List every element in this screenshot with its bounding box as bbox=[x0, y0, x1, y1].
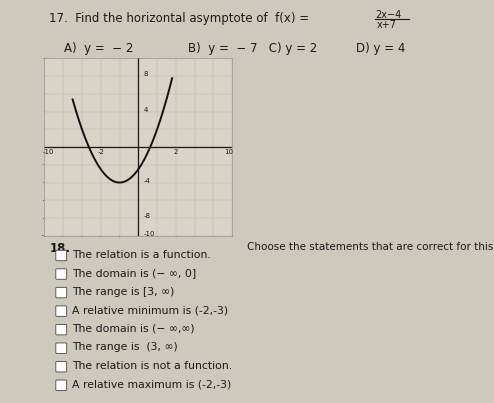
Text: The range is [3, ∞): The range is [3, ∞) bbox=[72, 287, 174, 297]
Text: D) y = 4: D) y = 4 bbox=[356, 42, 405, 55]
FancyBboxPatch shape bbox=[56, 380, 67, 391]
Text: x+7: x+7 bbox=[376, 20, 396, 30]
FancyBboxPatch shape bbox=[56, 361, 67, 372]
Text: 2x−4: 2x−4 bbox=[375, 10, 402, 20]
Text: 10: 10 bbox=[224, 149, 233, 155]
Text: -2: -2 bbox=[97, 149, 104, 155]
FancyBboxPatch shape bbox=[56, 269, 67, 279]
FancyBboxPatch shape bbox=[56, 306, 67, 316]
Text: B)  y =  − 7   C) y = 2: B) y = − 7 C) y = 2 bbox=[188, 42, 317, 55]
Text: A)  y =  − 2: A) y = − 2 bbox=[64, 42, 133, 55]
Text: Choose the statements that are correct for this graph.: Choose the statements that are correct f… bbox=[247, 242, 494, 252]
FancyBboxPatch shape bbox=[56, 250, 67, 261]
Text: -10: -10 bbox=[144, 231, 156, 237]
Text: The domain is (− ∞, 0]: The domain is (− ∞, 0] bbox=[72, 268, 196, 278]
Text: -10: -10 bbox=[42, 149, 54, 155]
Text: The relation is a function.: The relation is a function. bbox=[72, 250, 210, 260]
Text: 17.  Find the horizontal asymptote of  f(x) =: 17. Find the horizontal asymptote of f(x… bbox=[49, 12, 310, 25]
Text: The range is  (3, ∞): The range is (3, ∞) bbox=[72, 343, 177, 352]
Text: A relative minimum is (-2,-3): A relative minimum is (-2,-3) bbox=[72, 305, 228, 315]
Text: -4: -4 bbox=[144, 178, 151, 183]
Text: 4: 4 bbox=[144, 107, 148, 112]
FancyBboxPatch shape bbox=[56, 343, 67, 353]
Text: A relative maximum is (-2,-3): A relative maximum is (-2,-3) bbox=[72, 380, 231, 389]
Text: The relation is not a function.: The relation is not a function. bbox=[72, 361, 232, 371]
Text: 2: 2 bbox=[174, 149, 178, 155]
Text: 8: 8 bbox=[144, 71, 149, 77]
Text: 18.: 18. bbox=[49, 242, 71, 255]
Text: -8: -8 bbox=[144, 213, 151, 219]
Text: The domain is (− ∞,∞): The domain is (− ∞,∞) bbox=[72, 324, 194, 334]
FancyBboxPatch shape bbox=[56, 324, 67, 335]
FancyBboxPatch shape bbox=[56, 287, 67, 298]
